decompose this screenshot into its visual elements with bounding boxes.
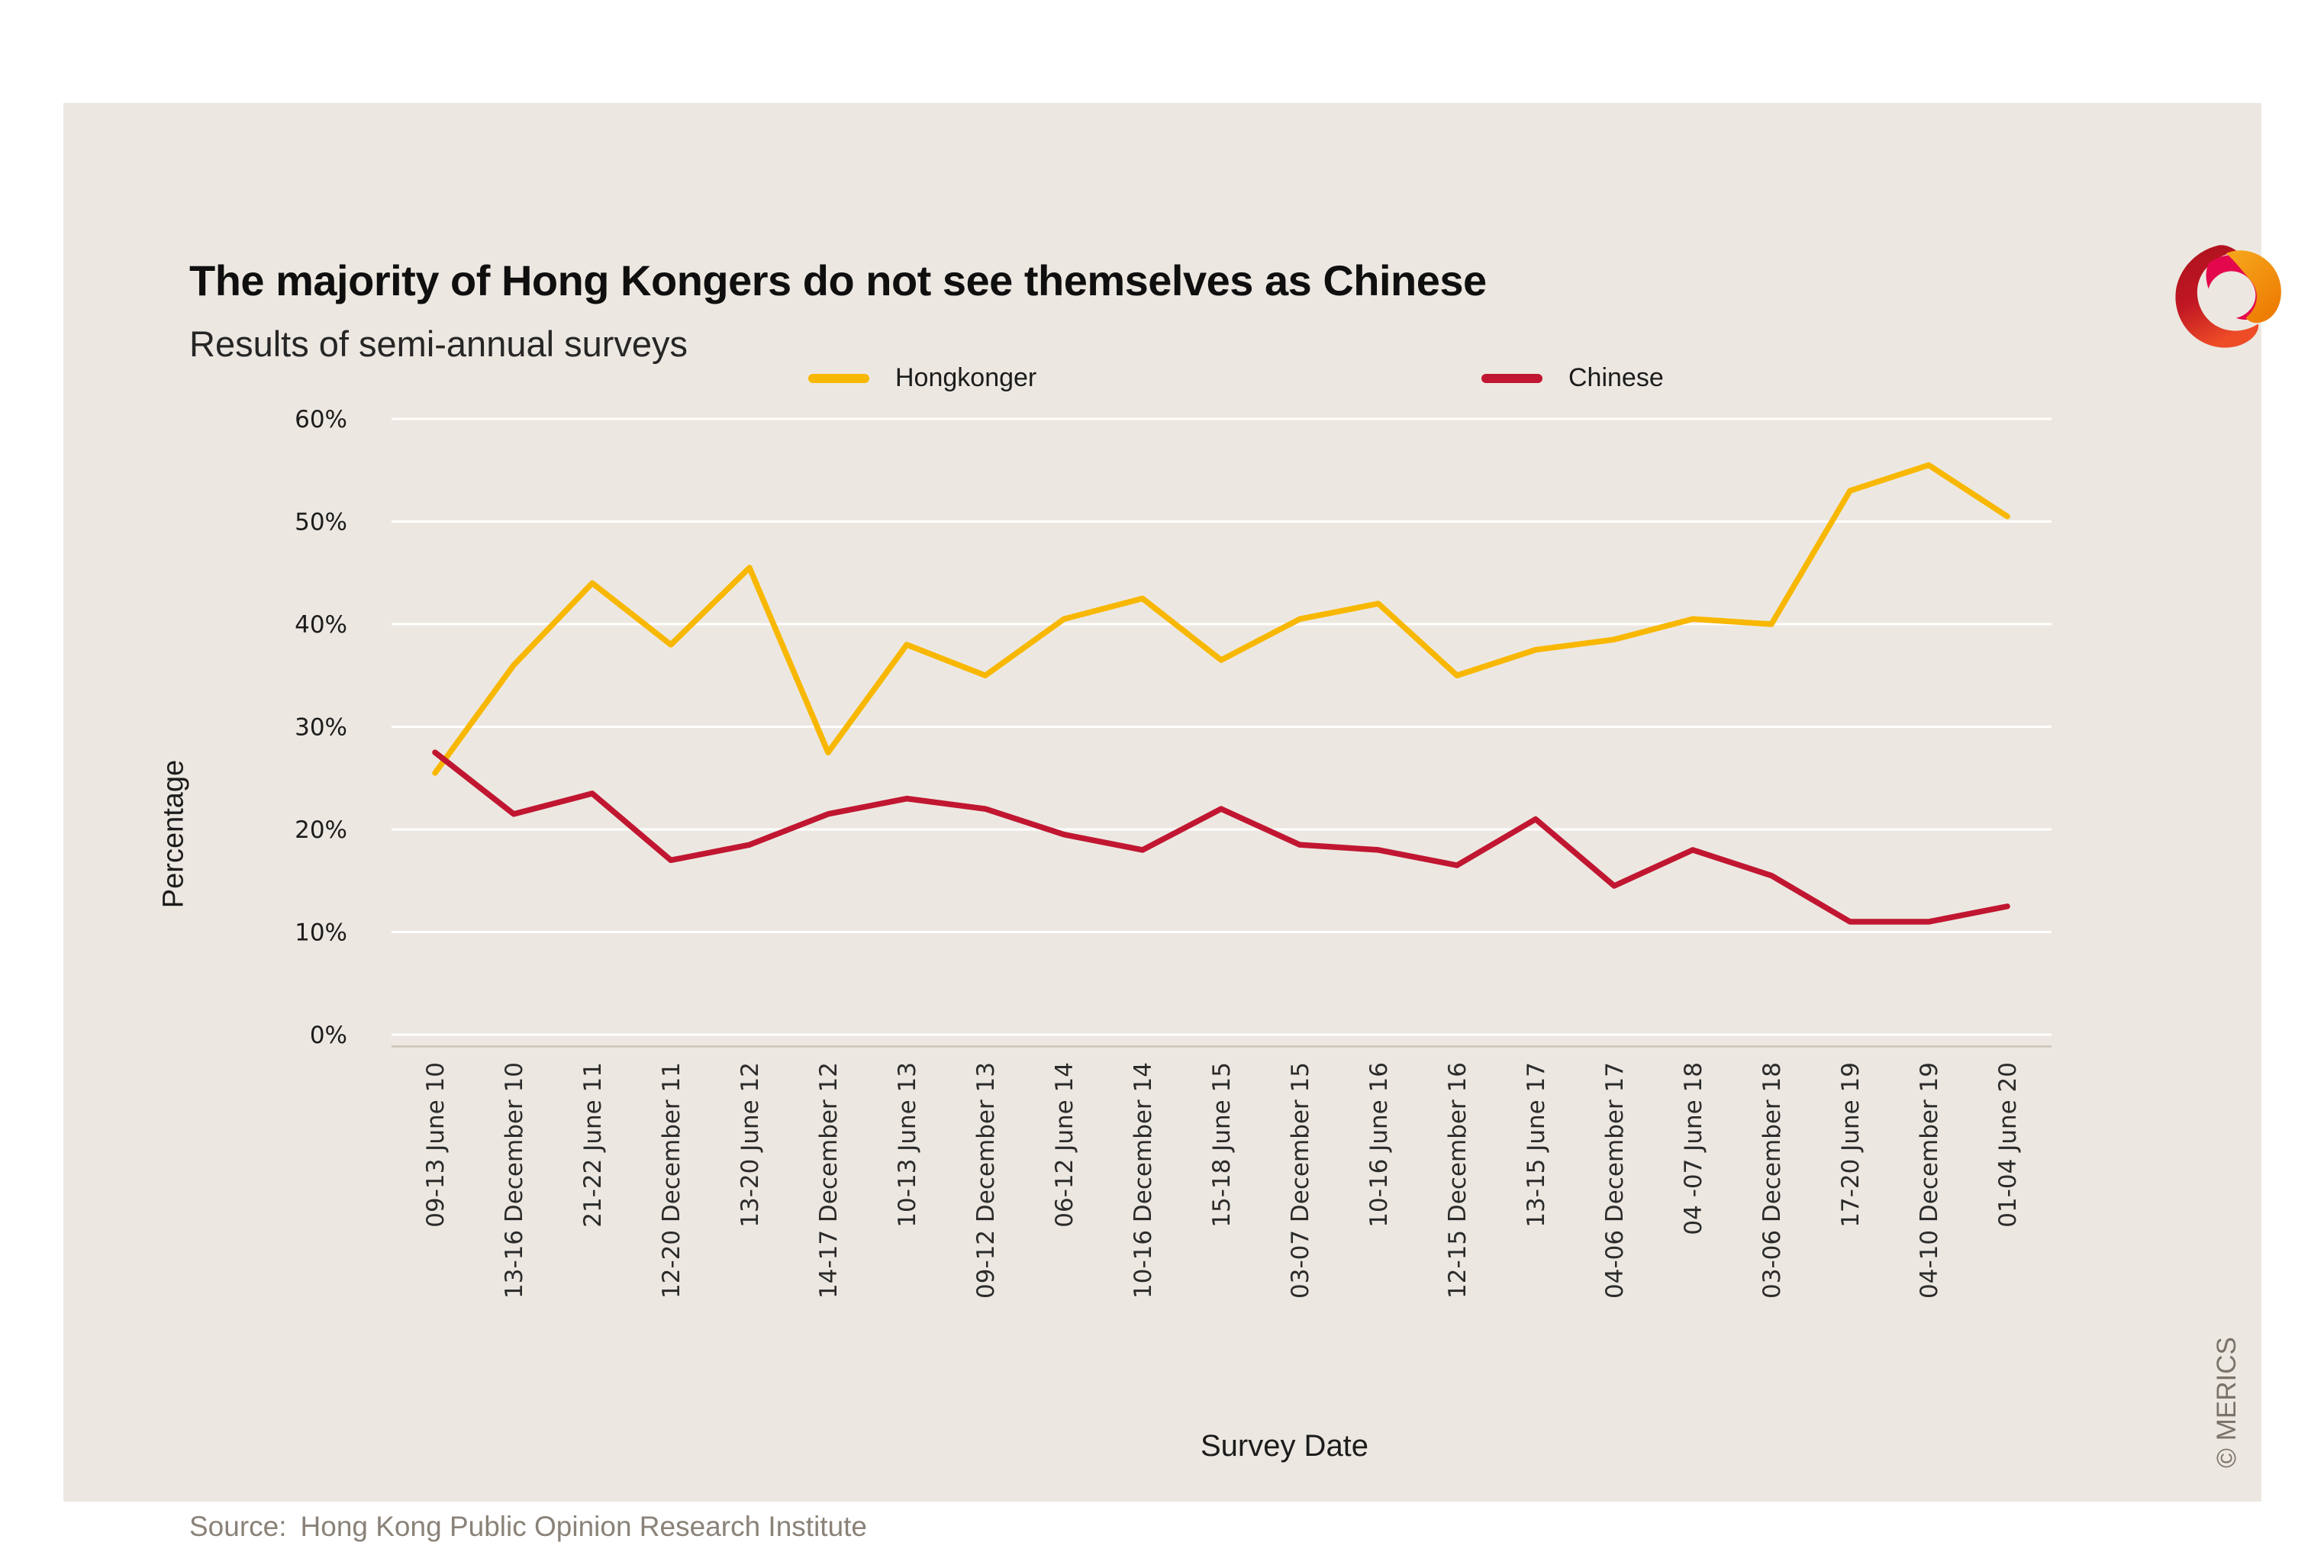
x-tick-label: 21-22 June 11 <box>579 1062 607 1228</box>
x-tick-label: 04 -07 June 18 <box>1680 1062 1707 1235</box>
y-tick-label: 10% <box>295 919 347 947</box>
logo-red-swirl <box>2175 245 2259 348</box>
chart-subtitle: Results of semi-annual surveys <box>189 324 688 364</box>
y-tick-label: 30% <box>295 714 347 742</box>
source-label: Source: <box>189 1511 287 1542</box>
merics-logo-icon <box>2175 245 2281 348</box>
chart-card: The majority of Hong Kongers do not see … <box>63 103 2281 1542</box>
x-tick-label: 13-20 June 12 <box>737 1062 764 1228</box>
y-tick-label: 40% <box>295 611 347 639</box>
chart-title: The majority of Hong Kongers do not see … <box>189 256 1487 304</box>
chinese-legend-label: Chinese <box>1568 363 1664 392</box>
x-tick-label: 04-06 December 17 <box>1601 1062 1629 1299</box>
x-axis-title: Survey Date <box>1200 1429 1369 1463</box>
chinese-legend-swatch-icon <box>1481 373 1542 383</box>
y-tick-label: 60% <box>295 406 347 433</box>
x-tick-label: 01-04 June 20 <box>1994 1062 2022 1228</box>
legend-item-hongkonger: Hongkonger <box>808 363 1036 393</box>
y-tick-label: 50% <box>295 509 347 536</box>
hongkonger-legend-label: Hongkonger <box>895 363 1037 392</box>
x-tick-label: 10-13 June 13 <box>894 1062 921 1228</box>
x-tick-label: 04-10 December 19 <box>1916 1062 1943 1299</box>
x-tick-label: 12-15 December 16 <box>1444 1062 1471 1299</box>
y-tick-label: 0% <box>310 1022 347 1049</box>
x-tick-label: 14-17 December 12 <box>815 1062 843 1299</box>
copyright-vertical-text: © MERICS <box>2212 1337 2242 1468</box>
x-tick-label: 06-12 June 14 <box>1051 1062 1078 1228</box>
chinese-line <box>432 749 2010 925</box>
x-tick-label: 03-07 December 15 <box>1287 1062 1314 1299</box>
legend-item-chinese: Chinese <box>1481 363 1664 393</box>
x-tick-label: 10-16 June 16 <box>1365 1062 1393 1228</box>
x-tick-label: 09-13 June 10 <box>422 1062 450 1228</box>
x-tick-label: 03-06 December 18 <box>1758 1062 1786 1299</box>
hongkonger-legend-swatch-icon <box>808 373 869 383</box>
x-tick-label: 13-15 June 17 <box>1523 1062 1550 1228</box>
source-text: Hong Kong Public Opinion Research Instit… <box>300 1511 868 1542</box>
x-tick-label: 09-12 December 13 <box>972 1062 1000 1299</box>
x-tick-label: 12-20 December 11 <box>658 1062 685 1299</box>
y-tick-label: 20% <box>295 816 347 844</box>
source-line: Source: Hong Kong Public Opinion Research… <box>189 1511 867 1543</box>
x-tick-label: 15-18 June 15 <box>1208 1062 1236 1228</box>
x-tick-label: 10-16 December 14 <box>1130 1062 1157 1299</box>
logo-center-hole <box>2207 271 2256 319</box>
logo-orange-swirl <box>2226 250 2281 324</box>
x-tick-label: 13-16 December 10 <box>501 1062 528 1299</box>
x-tick-label: 17-20 June 19 <box>1837 1062 1865 1228</box>
hongkonger-line <box>432 462 2010 776</box>
